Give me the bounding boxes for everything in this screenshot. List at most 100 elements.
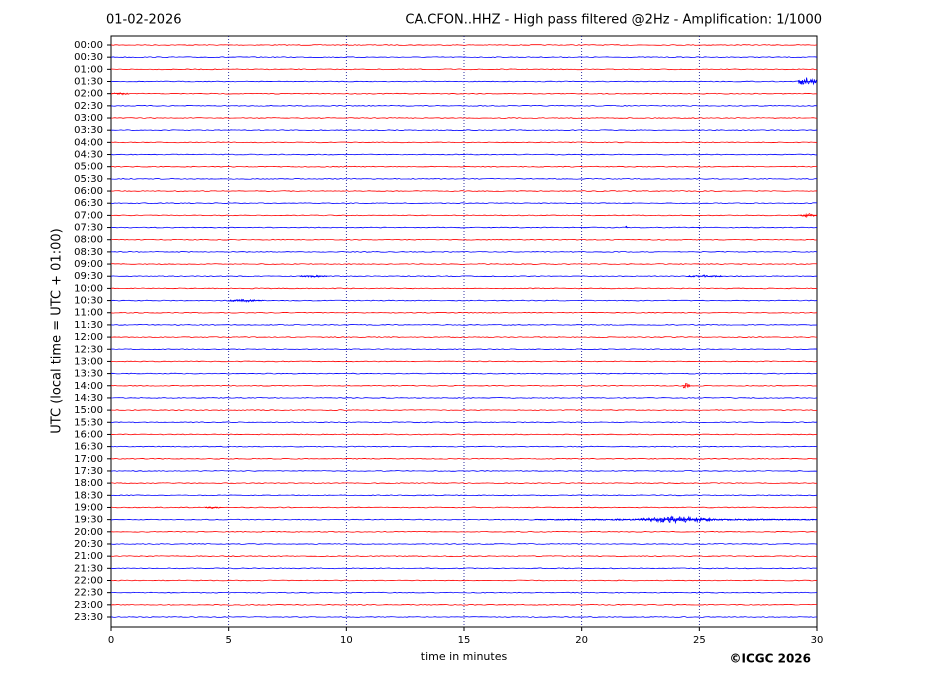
trace	[110, 275, 818, 278]
trace	[110, 287, 818, 290]
y-tick-label: 04:30	[74, 150, 103, 161]
y-tick-label: 09:00	[74, 259, 103, 270]
y-tick-label: 20:00	[74, 527, 103, 538]
y-axis-label: UTC (local time = UTC + 01:00)	[50, 228, 65, 433]
x-tick-label: 20	[575, 635, 588, 646]
y-tick-label: 04:00	[74, 137, 103, 148]
event	[800, 212, 817, 219]
trace	[110, 44, 818, 46]
trace	[110, 445, 818, 448]
y-tick-label: 00:30	[74, 52, 103, 63]
y-tick-label: 05:30	[74, 174, 103, 185]
trace	[110, 251, 818, 253]
trace	[110, 348, 818, 351]
event	[797, 77, 817, 86]
credit: ©ICGC 2026	[729, 652, 811, 666]
trace	[110, 299, 818, 302]
trace	[110, 433, 818, 436]
y-tick-label: 15:00	[74, 405, 103, 416]
trace	[110, 311, 818, 314]
y-tick-label: 17:00	[74, 454, 103, 465]
trace	[110, 153, 818, 156]
trace	[110, 372, 818, 375]
event	[682, 382, 691, 389]
y-tick-label: 12:30	[74, 344, 103, 355]
y-tick-label: 18:00	[74, 478, 103, 489]
y-tick-label: 16:30	[74, 442, 103, 453]
y-tick-label: 00:00	[74, 40, 103, 51]
trace	[110, 324, 818, 326]
y-tick-label: 13:30	[74, 369, 103, 380]
y-tick-label: 18:30	[74, 490, 103, 501]
trace	[110, 616, 818, 618]
trace	[110, 263, 818, 265]
y-tick-label: 23:00	[74, 600, 103, 611]
y-tick-label: 02:00	[74, 89, 103, 100]
trace	[110, 567, 818, 570]
event	[204, 506, 222, 509]
y-tick-label: 08:00	[74, 235, 103, 246]
x-tick-label: 30	[811, 635, 824, 646]
trace	[110, 92, 818, 95]
event	[110, 92, 130, 96]
trace	[110, 579, 818, 582]
trace	[110, 397, 818, 399]
y-tick-label: 10:00	[74, 283, 103, 294]
y-tick-label: 22:30	[74, 588, 103, 599]
x-axis-label: time in minutes	[421, 650, 508, 663]
trace	[110, 336, 818, 338]
trace	[110, 604, 818, 606]
y-tick-label: 23:30	[74, 612, 103, 623]
trace	[110, 470, 818, 472]
x-tick-label: 0	[108, 635, 114, 646]
trace	[110, 141, 818, 144]
trace	[110, 117, 818, 119]
y-tick-label: 09:30	[74, 271, 103, 282]
y-tick-label: 12:00	[74, 332, 103, 343]
trace	[110, 482, 818, 484]
trace	[110, 506, 818, 509]
y-tick-label: 01:30	[74, 77, 103, 88]
trace	[110, 178, 818, 180]
trace	[110, 190, 818, 192]
trace	[110, 555, 818, 557]
trace	[110, 543, 818, 545]
y-tick-label: 16:00	[74, 429, 103, 440]
trace	[110, 165, 818, 168]
y-tick-label: 17:30	[74, 466, 103, 477]
y-tick-label: 22:00	[74, 575, 103, 586]
trace	[110, 226, 818, 229]
trace	[110, 531, 818, 533]
trace	[110, 56, 818, 58]
event	[640, 515, 711, 525]
y-tick-label: 05:00	[74, 162, 103, 173]
y-tick-label: 08:30	[74, 247, 103, 258]
y-tick-label: 11:00	[74, 308, 103, 319]
event	[625, 225, 628, 229]
trace	[110, 238, 818, 241]
trace	[110, 591, 818, 594]
y-tick-label: 10:30	[74, 296, 103, 307]
y-tick-label: 03:30	[74, 125, 103, 136]
trace	[110, 421, 818, 424]
y-tick-label: 21:30	[74, 563, 103, 574]
y-tick-label: 20:30	[74, 539, 103, 550]
trace	[110, 202, 818, 205]
trace	[110, 105, 818, 107]
y-tick-label: 14:30	[74, 393, 103, 404]
trace	[110, 409, 818, 411]
x-tick-label: 5	[225, 635, 231, 646]
x-tick-label: 15	[458, 635, 471, 646]
event	[687, 274, 723, 278]
y-tick-label: 15:30	[74, 417, 103, 428]
y-tick-label: 19:00	[74, 502, 103, 513]
y-tick-label: 02:30	[74, 101, 103, 112]
date: 01-02-2026	[106, 13, 182, 28]
y-tick-label: 19:30	[74, 515, 103, 526]
y-tick-label: 06:30	[74, 198, 103, 209]
trace	[110, 360, 818, 363]
y-tick-label: 14:00	[74, 381, 103, 392]
y-tick-label: 03:00	[74, 113, 103, 124]
event	[299, 274, 328, 278]
